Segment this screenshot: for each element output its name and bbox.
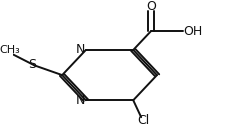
Text: N: N: [76, 94, 85, 107]
Text: S: S: [28, 58, 36, 71]
Text: O: O: [145, 0, 155, 13]
Text: OH: OH: [183, 25, 202, 38]
Text: N: N: [76, 43, 85, 56]
Text: Cl: Cl: [136, 114, 149, 127]
Text: CH₃: CH₃: [0, 45, 20, 55]
